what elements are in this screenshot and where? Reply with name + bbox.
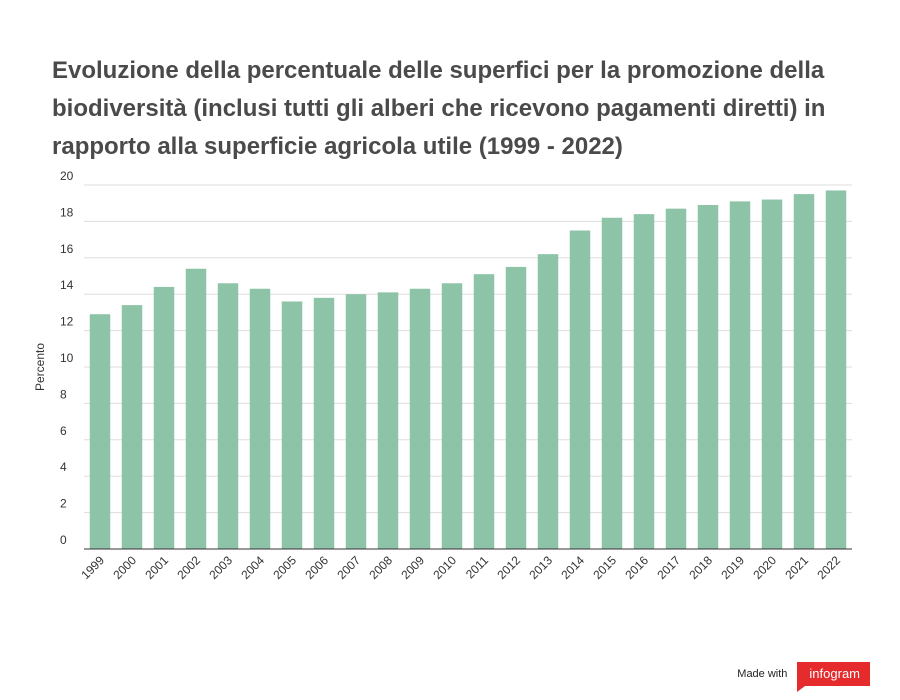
x-tick-label: 2003 [206,553,235,582]
y-tick-label: 12 [60,315,74,329]
bar-2005 [281,301,303,549]
x-tick-label: 2010 [430,553,459,582]
bar-2016 [633,214,655,549]
bar-2014 [569,230,591,549]
x-tick-label: 2001 [142,553,171,582]
y-tick-label: 8 [60,387,67,401]
x-tick-label: 2005 [270,553,299,582]
x-tick-label: 2012 [494,553,523,582]
bar-2008 [377,292,399,549]
y-tick-label: 6 [60,424,67,438]
bar-2002 [185,268,207,549]
bars [89,190,847,549]
chart-title: Evoluzione della percentuale delle super… [52,57,826,160]
bar-2000 [121,305,143,549]
gridlines [84,184,852,514]
x-tick-label: 2002 [174,553,203,582]
y-tick-label: 2 [60,497,67,511]
x-tick-label: 2014 [558,553,587,582]
x-tick-label: 2015 [590,553,619,582]
bar-2021 [793,194,815,549]
bar-2017 [665,208,687,549]
y-tick-label: 16 [60,242,74,256]
x-tick-label: 2013 [526,553,555,582]
bar-2022 [825,190,847,549]
bar-2019 [729,201,751,549]
y-tick-label: 4 [60,460,67,474]
x-tick-label: 2000 [110,553,139,582]
bar-2011 [473,274,495,549]
y-tick-label: 20 [60,169,74,183]
bar-2010 [441,283,463,549]
bar-2013 [537,254,559,549]
y-axis-label: Percento [33,343,47,391]
x-tick-label: 2009 [398,553,427,582]
bar-2001 [153,286,175,549]
x-tick-label: 2020 [750,553,779,582]
bar-2009 [409,288,431,549]
bar-2012 [505,266,527,549]
x-axis-ticks: 1999 2000 2001 2002 2003 2004 2005 2006 2007 2008… [78,553,843,582]
y-tick-label: 18 [60,205,74,219]
bar-2003 [217,283,239,549]
x-tick-label: 2006 [302,553,331,582]
bar-1999 [89,314,111,549]
x-tick-label: 2022 [814,553,843,582]
x-tick-label: 1999 [78,553,107,582]
x-tick-label: 2018 [686,553,715,582]
x-tick-label: 2019 [718,553,747,582]
x-tick-label: 2021 [782,553,811,582]
bar-2007 [345,294,367,549]
x-tick-label: 2007 [334,553,363,582]
x-tick-label: 2016 [622,553,651,582]
x-tick-label: 2008 [366,553,395,582]
footer: Made with infogram [737,660,870,692]
x-tick-label: 2011 [463,553,491,581]
infogram-logo[interactable]: infogram [797,662,870,692]
x-tick-label: 2004 [238,553,267,582]
y-tick-label: 14 [60,278,74,292]
y-axis-ticks: 0 2 4 6 8 10 12 14 16 18 20 [60,169,74,547]
bar-2015 [601,217,623,549]
made-with-text: Made with [737,668,788,680]
x-tick-label: 2017 [654,553,683,582]
y-tick-label: 10 [60,351,74,365]
bar-2020 [761,199,783,549]
y-tick-label: 0 [60,533,67,547]
bar-2018 [697,205,719,549]
bar-2004 [249,288,271,549]
bar-2006 [313,297,335,549]
